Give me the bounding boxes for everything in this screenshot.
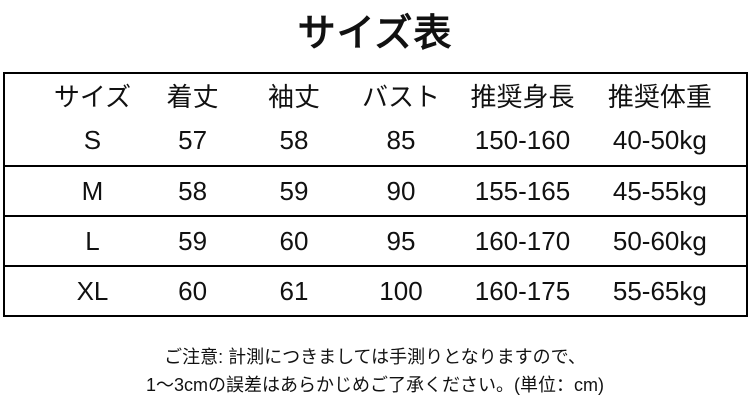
cell-sleeve: 58 — [279, 125, 309, 155]
table-row-m: M 58 59 90 155-165 45-55kg — [3, 166, 747, 216]
header-cell-weight: 推奨体重 — [607, 81, 712, 112]
header-cell-height: 推奨身長 — [470, 81, 575, 112]
cell-length: 58 — [178, 175, 208, 206]
cell-bust: 95 — [386, 225, 416, 256]
cell-weight: 50-60kg — [612, 225, 707, 256]
cell-length: 60 — [178, 275, 208, 306]
cell-weight: 45-55kg — [612, 175, 707, 206]
cell-height: 150-160 — [474, 125, 571, 155]
cell-weight: 55-65kg — [612, 275, 707, 306]
cell-size: L — [85, 225, 100, 256]
header-cell-bust: バスト — [361, 81, 440, 112]
note-line-2: 1〜3cmの誤差はあらかじめご了承ください。(単位：cm) — [146, 375, 604, 395]
header-cell-sleeve: 袖丈 — [267, 81, 320, 112]
table-row-s: S 57 58 85 150-160 40-50kg — [3, 116, 747, 166]
header-row: サイズ 着丈 袖丈 バスト 推奨身長 推奨体重 — [4, 73, 747, 116]
cell-length: 57 — [178, 125, 208, 155]
cell-size: XL — [76, 275, 109, 306]
cell-height: 160-170 — [474, 225, 571, 256]
cell-sleeve: 61 — [279, 275, 309, 306]
cell-sleeve: 59 — [279, 175, 309, 206]
cell-bust: 90 — [386, 175, 416, 206]
cell-bust: 85 — [386, 125, 416, 155]
page-title: サイズ表 — [297, 13, 453, 55]
disclaimer-note: ご注意: 計測につきましては手測りとなりますので、 1〜3cmの誤差はあらかじめ… — [0, 343, 750, 399]
note-line-1: ご注意: 計測につきましては手測りとなりますので、 — [164, 347, 586, 367]
cell-size: M — [81, 175, 104, 206]
header-cell-size: サイズ — [53, 81, 132, 112]
cell-sleeve: 60 — [279, 225, 309, 256]
cell-height: 155-165 — [474, 175, 571, 206]
table-row-xl: XL 60 61 100 160-175 55-65kg — [4, 266, 747, 316]
cell-bust: 100 — [379, 275, 423, 306]
cell-weight: 40-50kg — [612, 125, 707, 155]
cell-size: S — [83, 125, 102, 155]
table-row-l: L 59 60 95 160-170 50-60kg — [3, 216, 747, 266]
cell-height: 160-175 — [474, 275, 571, 306]
header-cell-length: 着丈 — [166, 81, 219, 112]
cell-length: 59 — [178, 225, 208, 256]
size-table: サイズ 着丈 袖丈 バスト 推奨身長 推奨体重 S 57 58 85 150-1… — [2, 72, 748, 317]
